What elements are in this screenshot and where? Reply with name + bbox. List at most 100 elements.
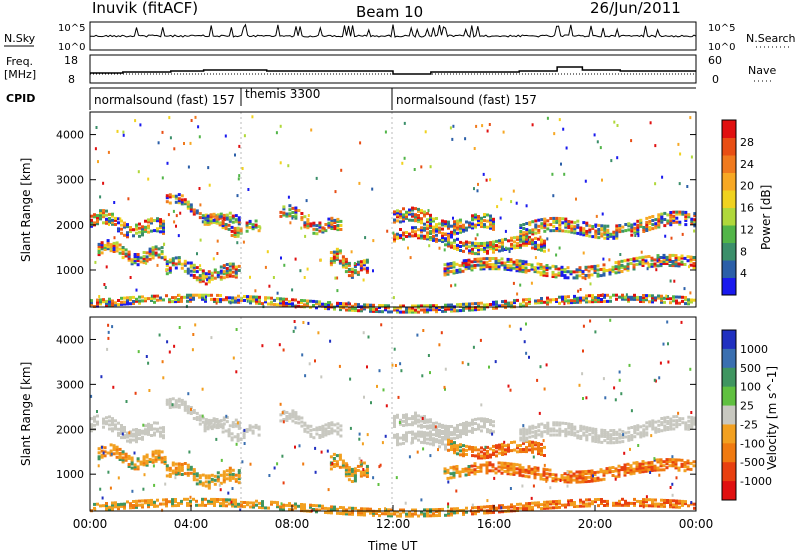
echo-cell <box>231 476 235 480</box>
echo-cell <box>359 266 363 270</box>
echo-cell <box>312 304 315 307</box>
echo-cell <box>396 413 399 417</box>
echo-cell <box>135 436 138 440</box>
echo-cell <box>680 458 684 462</box>
echo-cell <box>492 453 495 456</box>
echo-cell <box>141 229 144 233</box>
echo-cell <box>683 256 687 260</box>
echo-cell <box>626 462 630 466</box>
echo-cell <box>102 421 105 425</box>
echo-cell <box>249 505 252 509</box>
echo-cell <box>471 243 474 247</box>
echo-cell <box>359 472 363 476</box>
echo-cell <box>507 239 510 243</box>
echo-cell <box>561 421 565 425</box>
echo-cell <box>594 231 598 235</box>
echo-cell <box>99 302 102 306</box>
echo-cell <box>663 418 667 422</box>
echo-cell <box>690 221 694 225</box>
echo-cell <box>126 300 129 304</box>
echo-cell <box>615 440 619 444</box>
echo-cell <box>137 350 140 354</box>
echo-cell <box>195 266 199 270</box>
echo-cell <box>531 232 535 236</box>
echo-cell <box>345 308 348 312</box>
echo-cell <box>660 429 664 433</box>
echo-cell <box>347 472 351 476</box>
echo-cell <box>543 504 546 508</box>
echo-cell <box>121 458 125 462</box>
echo-cell <box>177 256 181 260</box>
echo-cell <box>376 384 378 388</box>
echo-cell <box>112 452 116 456</box>
echo-cell <box>168 350 171 354</box>
echo-cell <box>303 429 307 433</box>
echo-cell <box>510 505 513 509</box>
echo-cell <box>536 262 540 266</box>
echo-cell <box>533 476 537 480</box>
echo-cell <box>341 257 345 261</box>
echo-cell <box>366 303 369 307</box>
echo-cell <box>527 469 531 473</box>
echo-cell <box>537 224 541 228</box>
echo-cell <box>267 506 270 510</box>
echo-cell <box>543 249 546 253</box>
echo-cell <box>447 234 450 238</box>
echo-cell <box>615 228 619 232</box>
echo-cell <box>207 272 211 276</box>
echo-cell <box>354 307 357 310</box>
echo-cell <box>201 297 204 301</box>
echo-cell <box>497 267 501 271</box>
echo-cell <box>606 234 610 238</box>
echo-cell <box>397 395 400 399</box>
echo-cell <box>324 431 328 435</box>
echo-cell <box>147 297 150 301</box>
echo-cell <box>413 168 416 171</box>
echo-cell <box>597 440 601 444</box>
echo-cell <box>335 253 339 257</box>
echo-cell <box>476 470 480 473</box>
echo-cell <box>97 455 101 459</box>
echo-cell <box>142 423 145 427</box>
echo-cell <box>157 451 161 455</box>
echo-cell <box>230 432 234 436</box>
echo-cell <box>449 264 453 267</box>
echo-cell <box>186 497 189 501</box>
echo-cell <box>102 451 105 455</box>
echo-cell <box>641 261 645 265</box>
echo-cell <box>309 222 313 226</box>
echo-cell <box>578 476 582 480</box>
echo-cell <box>408 310 411 314</box>
echo-cell <box>435 237 438 241</box>
echo-cell <box>459 443 462 447</box>
echo-cell <box>687 298 690 302</box>
echo-cell <box>588 224 592 228</box>
echo-cell <box>504 444 507 448</box>
echo-cell <box>209 217 213 221</box>
echo-cell <box>255 499 258 503</box>
echo-cell <box>414 417 417 421</box>
echo-cell <box>237 220 241 224</box>
cpid-panel: CPID normalsound (fast) 157 themis 3300 … <box>6 87 696 110</box>
echo-cell <box>498 245 501 249</box>
echo-cell <box>347 478 351 482</box>
echo-cell <box>621 440 625 444</box>
echo-cell <box>136 259 140 263</box>
echo-cell <box>480 244 483 248</box>
echo-cell <box>396 236 399 240</box>
echo-cell <box>670 236 673 240</box>
colorbar-tick-label: -100 <box>740 437 765 450</box>
echo-cell <box>117 303 120 307</box>
echo-cell <box>219 212 223 216</box>
echo-cell <box>477 308 480 311</box>
echo-cell <box>117 427 120 431</box>
echo-cell <box>672 505 675 509</box>
echo-cell <box>663 504 666 508</box>
colorbar-swatch <box>722 137 736 156</box>
echo-cell <box>330 423 334 427</box>
echo-cell <box>456 507 459 511</box>
echo-cell <box>468 445 471 449</box>
echo-cell <box>156 294 159 298</box>
echo-cell <box>210 501 213 505</box>
